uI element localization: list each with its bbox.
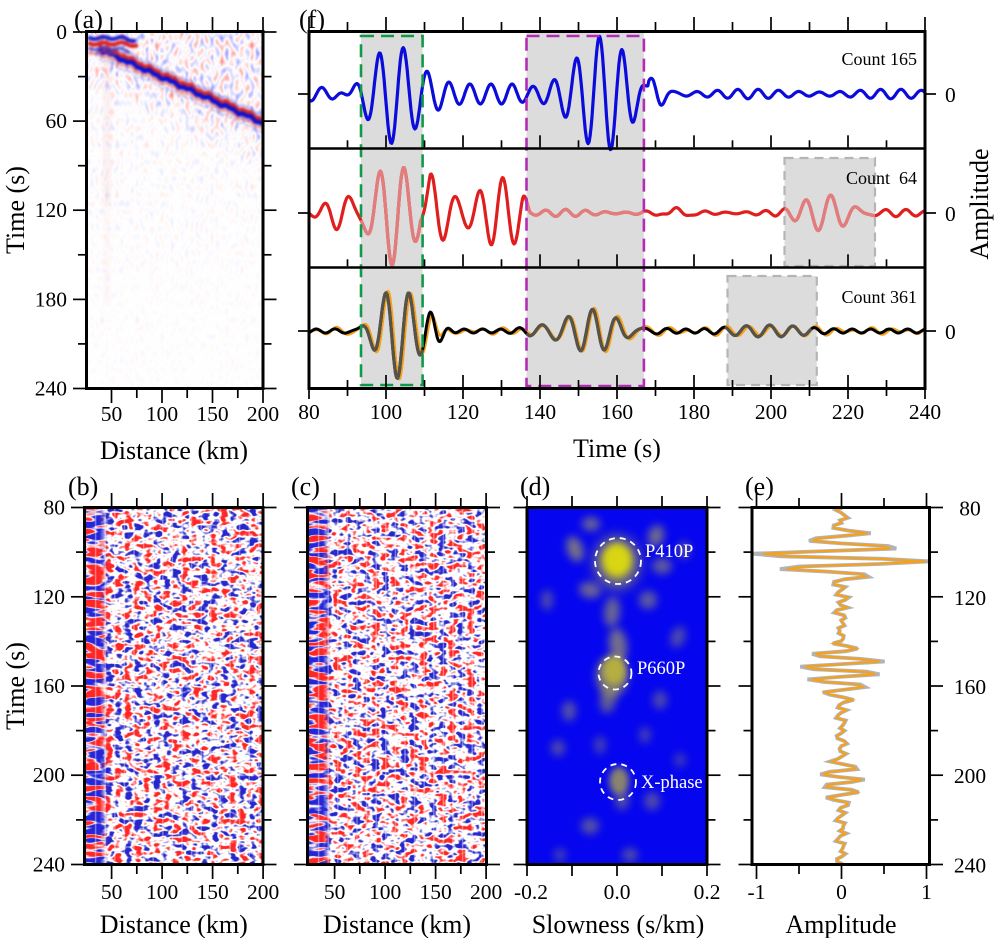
svg-text:Amplitude: Amplitude	[785, 910, 896, 938]
svg-text:Slowness (s/km): Slowness (s/km)	[532, 910, 705, 938]
svg-text:(e): (e)	[745, 472, 774, 501]
svg-text:100: 100	[369, 880, 401, 904]
svg-text:0.2: 0.2	[694, 880, 721, 904]
svg-text:Count 165: Count 165	[841, 49, 917, 69]
svg-text:180: 180	[35, 287, 67, 311]
svg-text:80: 80	[298, 400, 320, 424]
svg-text:Time (s): Time (s)	[573, 434, 661, 463]
svg-text:1: 1	[921, 880, 932, 904]
svg-text:(a): (a)	[74, 5, 103, 34]
svg-text:80: 80	[959, 497, 981, 521]
svg-text:120: 120	[954, 586, 986, 610]
svg-text:240: 240	[909, 400, 941, 424]
svg-text:100: 100	[146, 880, 178, 904]
svg-text:200: 200	[247, 880, 279, 904]
svg-text:P660P: P660P	[637, 659, 685, 679]
svg-text:0: 0	[945, 202, 956, 226]
svg-text:60: 60	[46, 109, 68, 133]
svg-text:240: 240	[35, 377, 67, 401]
svg-text:160: 160	[601, 400, 633, 424]
svg-text:(c): (c)	[291, 472, 320, 501]
svg-text:(b): (b)	[68, 472, 98, 501]
svg-text:150: 150	[419, 880, 451, 904]
svg-text:-0.2: -0.2	[514, 880, 548, 904]
svg-text:(f): (f)	[299, 5, 325, 34]
svg-text:0: 0	[56, 20, 67, 44]
svg-text:Count 361: Count 361	[841, 287, 917, 307]
svg-text:100: 100	[146, 402, 178, 426]
svg-text:-1: -1	[748, 880, 766, 904]
svg-text:0: 0	[836, 880, 847, 904]
svg-text:X-phase: X-phase	[641, 773, 703, 793]
svg-text:140: 140	[524, 400, 556, 424]
svg-text:P410P: P410P	[645, 542, 693, 562]
svg-text:50: 50	[101, 402, 123, 426]
svg-text:180: 180	[678, 400, 710, 424]
svg-text:240: 240	[954, 854, 986, 878]
svg-text:Time (s): Time (s)	[1, 642, 30, 730]
svg-text:Distance (km): Distance (km)	[100, 436, 248, 465]
svg-text:50: 50	[101, 880, 123, 904]
svg-text:150: 150	[196, 402, 228, 426]
svg-text:0: 0	[945, 83, 956, 107]
svg-text:120: 120	[35, 198, 67, 222]
svg-text:100: 100	[370, 400, 402, 424]
svg-text:80: 80	[44, 496, 66, 520]
svg-text:120: 120	[33, 585, 65, 609]
svg-text:50: 50	[324, 880, 346, 904]
svg-text:0.0: 0.0	[604, 880, 631, 904]
svg-text:Count 64: Count 64	[846, 168, 917, 188]
svg-text:(d): (d)	[520, 472, 550, 501]
svg-text:200: 200	[470, 880, 502, 904]
svg-text:Time (s): Time (s)	[1, 166, 30, 254]
svg-text:200: 200	[33, 763, 65, 787]
svg-text:150: 150	[196, 880, 228, 904]
svg-text:160: 160	[954, 675, 986, 699]
svg-text:220: 220	[832, 400, 864, 424]
svg-text:120: 120	[447, 400, 479, 424]
svg-text:200: 200	[247, 402, 279, 426]
svg-text:240: 240	[33, 853, 65, 877]
svg-text:Distance (km): Distance (km)	[100, 910, 248, 938]
svg-text:200: 200	[954, 764, 986, 788]
svg-text:Amplitude: Amplitude	[965, 148, 994, 259]
svg-text:0: 0	[945, 320, 956, 344]
svg-text:Distance (km): Distance (km)	[323, 910, 471, 938]
svg-text:160: 160	[33, 674, 65, 698]
svg-text:200: 200	[755, 400, 787, 424]
